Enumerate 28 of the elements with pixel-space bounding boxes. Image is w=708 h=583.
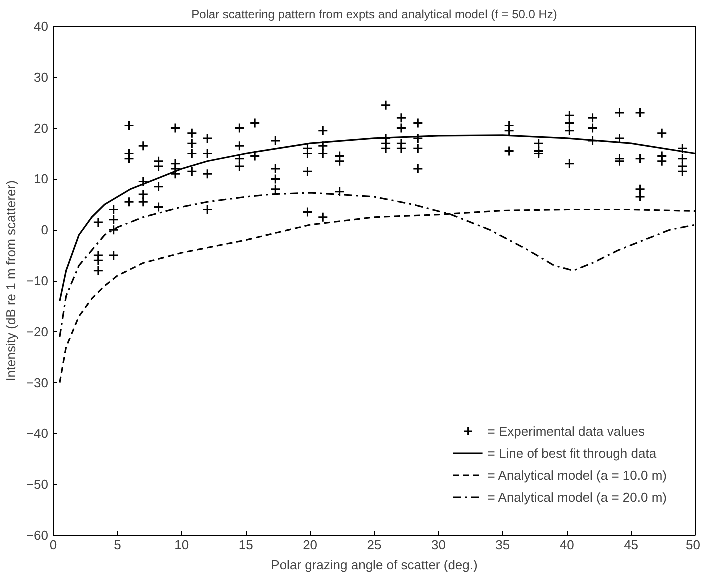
legend-label: = Analytical model (a = 20.0 m)	[488, 490, 667, 504]
y-tick-label: −10	[26, 274, 49, 288]
y-tick-label: 0	[41, 222, 49, 238]
y-tick-label: 10	[34, 172, 49, 187]
x-tick-label: 5	[114, 538, 122, 552]
x-tick-label: 25	[367, 538, 382, 552]
y-tick-label: 30	[34, 70, 49, 85]
y-tick-label: −20	[26, 324, 49, 340]
x-tick-label: 30	[431, 538, 446, 552]
legend-label: = Experimental data values	[488, 424, 645, 438]
y-tick-label: −60	[26, 528, 49, 543]
legend-label: = Analytical model (a = 10.0 m)	[488, 468, 667, 482]
y-axis-title: Intensity (dB re 1 m from scatterer)	[3, 180, 18, 382]
y-tick-label: −40	[26, 426, 49, 442]
x-tick-label: 20	[303, 538, 318, 552]
y-tick-label: 40	[34, 19, 49, 34]
x-tick-label: 45	[624, 538, 639, 552]
x-tick-label: 35	[496, 538, 510, 552]
y-tick-label: −30	[26, 375, 49, 390]
x-tick-label: 10	[174, 538, 190, 552]
x-axis-title: Polar grazing angle of scatter (deg.)	[271, 558, 478, 572]
x-tick-label: 50	[686, 538, 701, 552]
legend-label: = Line of best fit through data	[488, 446, 657, 460]
chart-title: Polar scattering pattern from expts and analytical model (f = 50.0 Hz)	[192, 8, 558, 22]
x-tick-label: 15	[238, 538, 254, 552]
y-tick-label: 20	[34, 120, 49, 136]
y-tick-label: −50	[26, 477, 49, 492]
x-tick-label: 40	[560, 538, 574, 552]
